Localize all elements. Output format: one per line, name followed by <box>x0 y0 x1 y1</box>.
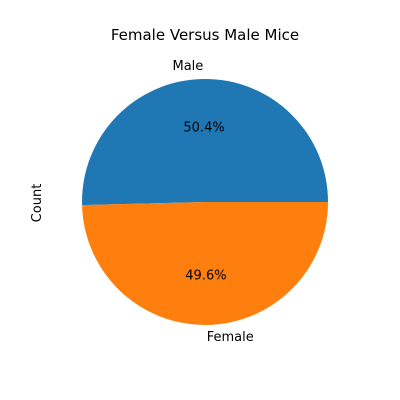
slice-percent-male: 50.4% <box>183 121 224 136</box>
slice-label-female: Female <box>207 330 254 345</box>
pie-labels: Male 50.4% Female 49.6% <box>173 59 254 345</box>
pie-slices <box>82 78 328 325</box>
slice-percent-female: 49.6% <box>185 268 226 283</box>
slice-label-male: Male <box>173 59 204 74</box>
chart-title: Female Versus Male Mice <box>111 26 299 44</box>
pie-slice-male <box>82 78 328 206</box>
y-axis-label: Count <box>30 184 45 223</box>
pie-slice-female <box>82 202 328 325</box>
